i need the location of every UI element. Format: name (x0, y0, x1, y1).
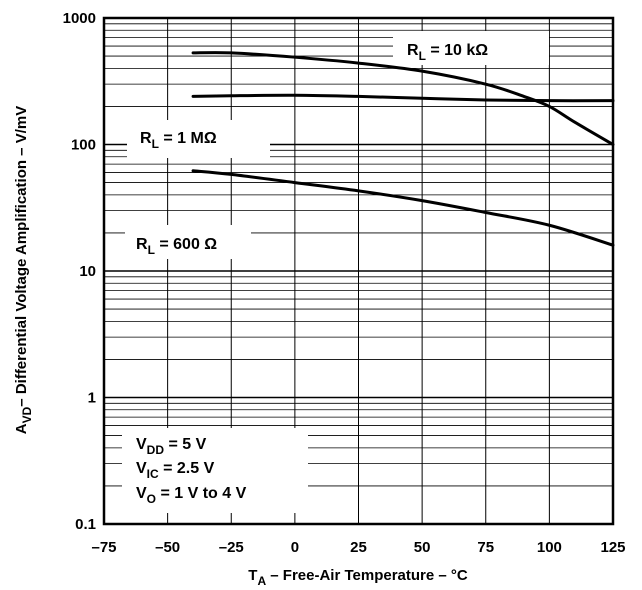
y-axis-title: AVD– Differential Voltage Amplification … (13, 106, 34, 434)
y-tick-label: 10 (79, 263, 96, 280)
x-tick-label: 75 (477, 539, 494, 556)
x-tick-label: –75 (91, 539, 116, 556)
x-tick-label: –25 (219, 539, 244, 556)
curve-rl-600 (193, 171, 613, 245)
x-axis-title: TA – Free-Air Temperature – °C (248, 567, 468, 588)
x-tick-label: 25 (350, 539, 367, 556)
x-tick-labels: –75 –50 –25 0 25 50 75 100 125 (91, 539, 625, 556)
x-tick-label: –50 (155, 539, 180, 556)
y-tick-label: 100 (71, 137, 96, 154)
y-tick-label: 1000 (63, 10, 96, 27)
x-tick-label: 125 (600, 539, 625, 556)
x-tick-label: 100 (537, 539, 562, 556)
y-tick-labels: 0.1 1 10 100 1000 (63, 10, 96, 533)
y-tick-label: 1 (88, 390, 96, 407)
y-tick-label: 0.1 (75, 516, 96, 533)
x-tick-label: 0 (291, 539, 299, 556)
x-tick-label: 50 (414, 539, 431, 556)
curve-rl-1m (193, 95, 613, 100)
